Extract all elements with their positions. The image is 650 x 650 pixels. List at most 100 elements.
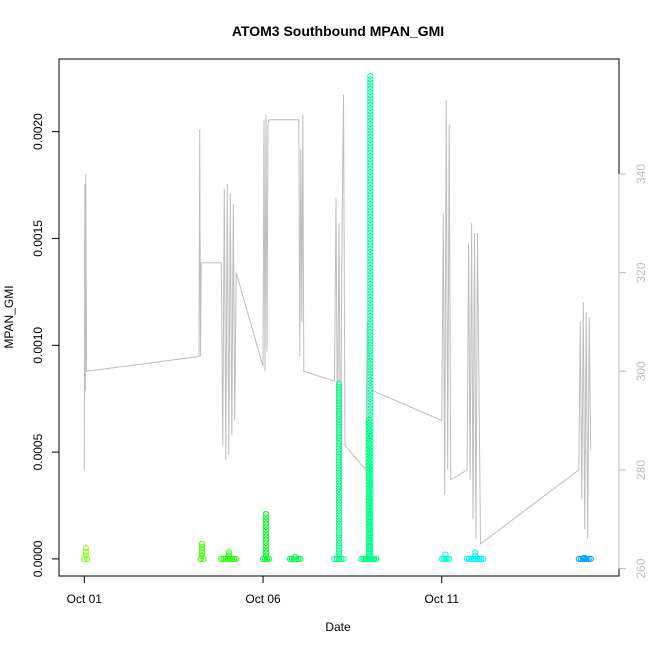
data-point: [367, 383, 374, 390]
data-point: [367, 124, 374, 131]
data-point: [367, 216, 374, 224]
data-point: [367, 533, 374, 540]
data-point: [367, 376, 374, 383]
data-point: [367, 181, 374, 188]
data-point: [367, 136, 374, 144]
data-point: [297, 555, 304, 563]
data-point: [335, 533, 343, 540]
data-point: [367, 463, 374, 470]
data-point: [367, 229, 374, 236]
data-point: [262, 527, 270, 534]
data-point: [577, 555, 584, 563]
data-point: [468, 555, 475, 563]
data-point: [367, 373, 374, 380]
data-point: [335, 441, 343, 448]
data-point: [335, 444, 343, 451]
data-point: [367, 443, 374, 451]
data-point: [81, 555, 88, 563]
data-point: [263, 555, 271, 563]
data-point: [367, 143, 374, 150]
data-point: [262, 536, 270, 543]
data-point: [367, 450, 374, 457]
data-point: [335, 415, 343, 422]
data-point: [367, 79, 374, 86]
data-point: [367, 325, 374, 332]
data-point: [262, 510, 270, 518]
data-point: [367, 258, 374, 265]
data-point: [367, 175, 374, 182]
data-point: [262, 514, 270, 521]
data-point: [367, 111, 374, 118]
data-point: [335, 476, 343, 483]
data-point: [367, 319, 374, 326]
data-point: [464, 555, 471, 563]
data-point: [340, 555, 347, 563]
data-point: [262, 533, 270, 540]
data-point: [367, 424, 374, 431]
data-point: [367, 293, 374, 300]
data-point: [198, 549, 206, 557]
data-point: [367, 287, 374, 294]
data-point: [367, 379, 374, 387]
data-point: [474, 555, 481, 563]
data-point: [367, 162, 374, 169]
data-point: [335, 457, 343, 464]
data-point: [286, 555, 293, 563]
data-point: [367, 475, 374, 483]
data-point: [367, 168, 374, 176]
data-point: [335, 485, 343, 492]
data-point: [222, 555, 229, 563]
data-point: [262, 523, 270, 531]
data-point: [262, 543, 270, 550]
data-point: [367, 504, 374, 511]
data-point: [335, 431, 343, 438]
data-point: [367, 114, 374, 121]
data-point: [335, 539, 343, 547]
data-point: [218, 555, 225, 563]
data-point: [360, 555, 367, 563]
data-point: [335, 409, 343, 416]
data-point: [367, 482, 374, 489]
data-point: [367, 344, 374, 351]
right-tick-label: 320: [634, 262, 648, 282]
data-point: [335, 498, 343, 505]
data-point: [367, 220, 374, 227]
data-point: [367, 360, 374, 367]
data-point: [198, 540, 206, 548]
data-point: [367, 405, 374, 412]
y-tick-label: 0.0000: [31, 540, 45, 577]
data-point: [335, 418, 343, 425]
data-point: [335, 380, 343, 387]
data-point: [335, 524, 343, 531]
data-point: [367, 328, 374, 335]
data-point: [335, 463, 343, 470]
data-point: [367, 510, 374, 518]
data-point: [367, 507, 374, 514]
data-point: [367, 226, 374, 233]
data-point: [367, 357, 374, 364]
data-point: [367, 367, 374, 374]
data-point: [367, 133, 374, 140]
data-point: [367, 440, 374, 447]
data-point: [367, 306, 374, 313]
data-point: [367, 284, 374, 291]
data-point: [367, 210, 374, 217]
data-point: [472, 555, 479, 563]
data-point: [367, 184, 374, 192]
y-axis: 0.0000 0.0005 0.0010 0.0015 0.0020: [31, 113, 60, 577]
data-point: [335, 428, 343, 435]
data-point: [335, 438, 343, 445]
data-point: [367, 194, 374, 201]
data-point: [367, 421, 374, 428]
x-axis: Oct 01 Oct 06 Oct 11: [67, 575, 459, 606]
data-point: [335, 387, 343, 394]
data-point: [367, 130, 374, 137]
data-point: [367, 456, 374, 463]
x-tick-label: Oct 06: [245, 592, 281, 606]
data-point: [367, 89, 374, 96]
data-point: [367, 408, 374, 415]
data-point: [335, 514, 343, 521]
data-point: [367, 552, 374, 559]
data-point: [335, 469, 343, 476]
data-point: [335, 488, 343, 496]
